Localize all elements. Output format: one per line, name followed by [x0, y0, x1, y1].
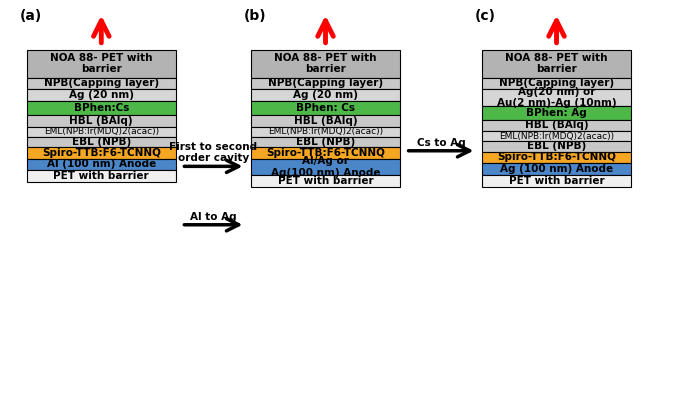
Text: NPB(Capping layer): NPB(Capping layer)	[268, 78, 383, 88]
Bar	[482, 89, 632, 105]
Text: Ag(20 nm) or
Au(2 nm)-Ag (10nm): Ag(20 nm) or Au(2 nm)-Ag (10nm)	[497, 87, 616, 108]
Bar	[251, 175, 400, 186]
Bar	[27, 137, 176, 147]
Text: Ag (20 nm): Ag (20 nm)	[68, 90, 134, 100]
Text: NOA 88- PET with
barrier: NOA 88- PET with barrier	[274, 53, 377, 74]
Bar	[251, 127, 400, 137]
Text: Spiro-TTB:F6-TCNNQ: Spiro-TTB:F6-TCNNQ	[497, 152, 616, 162]
Text: PET with barrier: PET with barrier	[509, 176, 604, 186]
Text: NOA 88- PET with
barrier: NOA 88- PET with barrier	[506, 53, 608, 74]
Bar	[482, 131, 632, 141]
Text: First to second
order cavity: First to second order cavity	[169, 142, 258, 163]
Bar	[251, 77, 400, 89]
Text: PET with barrier: PET with barrier	[277, 176, 373, 186]
Bar	[27, 49, 176, 77]
Bar	[482, 152, 632, 163]
Text: (a): (a)	[20, 9, 42, 23]
Text: EML(NPB:Ir(MDQ)2(acac)): EML(NPB:Ir(MDQ)2(acac))	[268, 127, 383, 136]
Text: Al to Ag: Al to Ag	[190, 212, 237, 222]
Text: Spiro-TTB:F6-TCNNQ: Spiro-TTB:F6-TCNNQ	[42, 148, 161, 158]
Text: Cs to Ag: Cs to Ag	[416, 137, 465, 148]
Text: EML(NPB:Ir(MDQ)2(acac)): EML(NPB:Ir(MDQ)2(acac))	[499, 132, 614, 141]
Bar	[482, 163, 632, 175]
Bar	[482, 77, 632, 89]
Text: HBL (BAlq): HBL (BAlq)	[294, 116, 358, 126]
Bar	[251, 89, 400, 101]
Bar	[27, 170, 176, 182]
Bar	[27, 89, 176, 101]
Text: BPhen:Cs: BPhen:Cs	[73, 103, 129, 113]
Text: (c): (c)	[475, 9, 496, 23]
Text: PET with barrier: PET with barrier	[53, 171, 149, 181]
Bar	[27, 158, 176, 170]
Bar	[27, 147, 176, 158]
Text: NPB(Capping layer): NPB(Capping layer)	[44, 78, 159, 88]
Text: HBL (BAlq): HBL (BAlq)	[525, 120, 588, 130]
Text: Spiro-TTB:F6-TCNNQ: Spiro-TTB:F6-TCNNQ	[266, 148, 385, 158]
Text: NOA 88- PET with
barrier: NOA 88- PET with barrier	[50, 53, 153, 74]
Bar	[482, 120, 632, 131]
Text: Al/Ag or
Ag(100 nm) Anode: Al/Ag or Ag(100 nm) Anode	[271, 156, 380, 177]
Text: EML(NPB:Ir(MDQ)2(acac)): EML(NPB:Ir(MDQ)2(acac))	[44, 127, 159, 136]
Bar	[251, 115, 400, 127]
Text: NPB(Capping layer): NPB(Capping layer)	[499, 78, 614, 88]
Bar	[27, 115, 176, 127]
Text: (b): (b)	[244, 9, 266, 23]
Text: Al (100 nm) Anode: Al (100 nm) Anode	[47, 160, 156, 169]
Bar	[482, 105, 632, 120]
Bar	[27, 101, 176, 115]
Bar	[482, 175, 632, 186]
Bar	[27, 77, 176, 89]
Bar	[27, 127, 176, 137]
Text: BPhen: Ag: BPhen: Ag	[526, 107, 587, 118]
Bar	[482, 49, 632, 77]
Bar	[251, 49, 400, 77]
Bar	[251, 137, 400, 147]
Text: EBL (NPB): EBL (NPB)	[72, 137, 131, 147]
Text: HBL (BAlq): HBL (BAlq)	[69, 116, 133, 126]
Bar	[251, 147, 400, 158]
Text: Ag (100 nm) Anode: Ag (100 nm) Anode	[500, 164, 613, 174]
Bar	[482, 141, 632, 152]
Bar	[251, 101, 400, 115]
Text: Ag (20 nm): Ag (20 nm)	[293, 90, 358, 100]
Text: EBL (NPB): EBL (NPB)	[527, 141, 586, 152]
Text: BPhen: Cs: BPhen: Cs	[296, 103, 355, 113]
Text: EBL (NPB): EBL (NPB)	[296, 137, 355, 147]
Bar	[251, 158, 400, 175]
